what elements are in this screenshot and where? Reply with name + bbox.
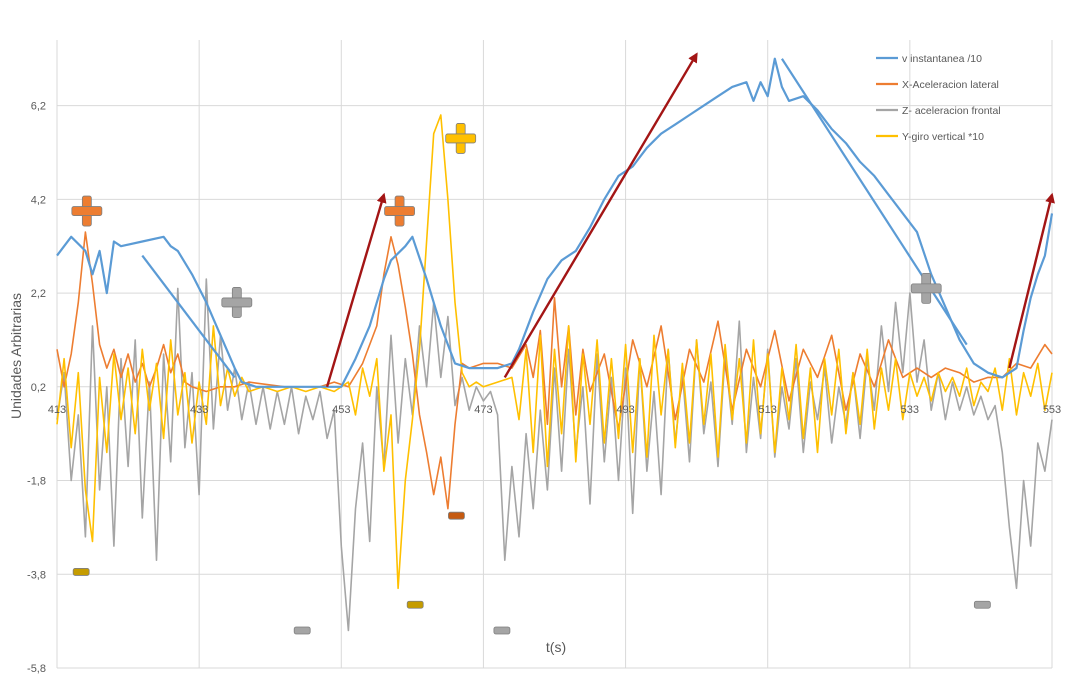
plus-sign-marker <box>71 195 103 227</box>
y-axis-title: Unidades Arbitrarias <box>8 293 24 419</box>
y-tick-label: 2,2 <box>31 288 46 300</box>
arrow-annotations <box>141 52 1055 388</box>
y-tick-label: -1,8 <box>27 476 46 488</box>
series-line-z <box>56 278 1053 632</box>
x-tick-label: 513 <box>759 404 777 416</box>
x-tick-label: 493 <box>616 404 634 416</box>
minus-sign-marker <box>406 600 424 609</box>
minus-sign-marker <box>493 626 511 635</box>
x-tick-label: 533 <box>901 404 919 416</box>
x-tick-label: 453 <box>332 404 350 416</box>
y-axis-ticks: 6,2 4,2 2,2 0,2 -1,8 -3,8 -5,8 <box>27 101 46 675</box>
plus-sign-marker <box>910 272 942 304</box>
x-axis-title: t(s) <box>546 639 566 655</box>
legend: v instantanea /10 X-Aceleracion lateral Z-… <box>876 53 1001 143</box>
sign-markers <box>71 123 991 635</box>
y-tick-label: -3,8 <box>27 569 46 581</box>
minus-sign-marker <box>973 600 991 609</box>
legend-label-z: Z- aceleracion frontal <box>902 105 1001 117</box>
legend-label-y: Y-giro vertical *10 <box>902 131 984 143</box>
plus-sign-marker <box>221 287 253 318</box>
y-tick-label: 4,2 <box>31 194 46 206</box>
x-tick-label: 553 <box>1043 404 1061 416</box>
legend-label-x: X-Aceleracion lateral <box>902 79 999 91</box>
red-arrow-0 <box>325 192 387 388</box>
plus-sign-marker <box>445 123 477 154</box>
minus-sign-marker <box>293 626 311 635</box>
x-axis-ticks: 413 433 453 473 493 513 533 553 <box>48 404 1061 416</box>
y-tick-label: 6,2 <box>31 101 46 113</box>
legend-label-v: v instantanea /10 <box>902 53 982 65</box>
blue-arrow-4 <box>781 58 968 346</box>
series-line-v <box>56 57 1054 388</box>
x-tick-label: 433 <box>190 404 208 416</box>
plus-sign-marker <box>384 195 415 227</box>
minus-sign-marker <box>72 568 90 576</box>
series-layer <box>56 57 1054 632</box>
x-tick-label: 413 <box>48 404 66 416</box>
red-arrow-2 <box>1008 192 1055 369</box>
red-arrow-1 <box>503 52 698 379</box>
series-line-y <box>56 114 1053 590</box>
y-tick-label: 0,2 <box>31 382 46 394</box>
y-tick-label: -5,8 <box>27 663 46 675</box>
minus-sign-marker <box>448 511 465 520</box>
blue-arrow-3 <box>141 254 236 379</box>
x-tick-label: 473 <box>474 404 492 416</box>
